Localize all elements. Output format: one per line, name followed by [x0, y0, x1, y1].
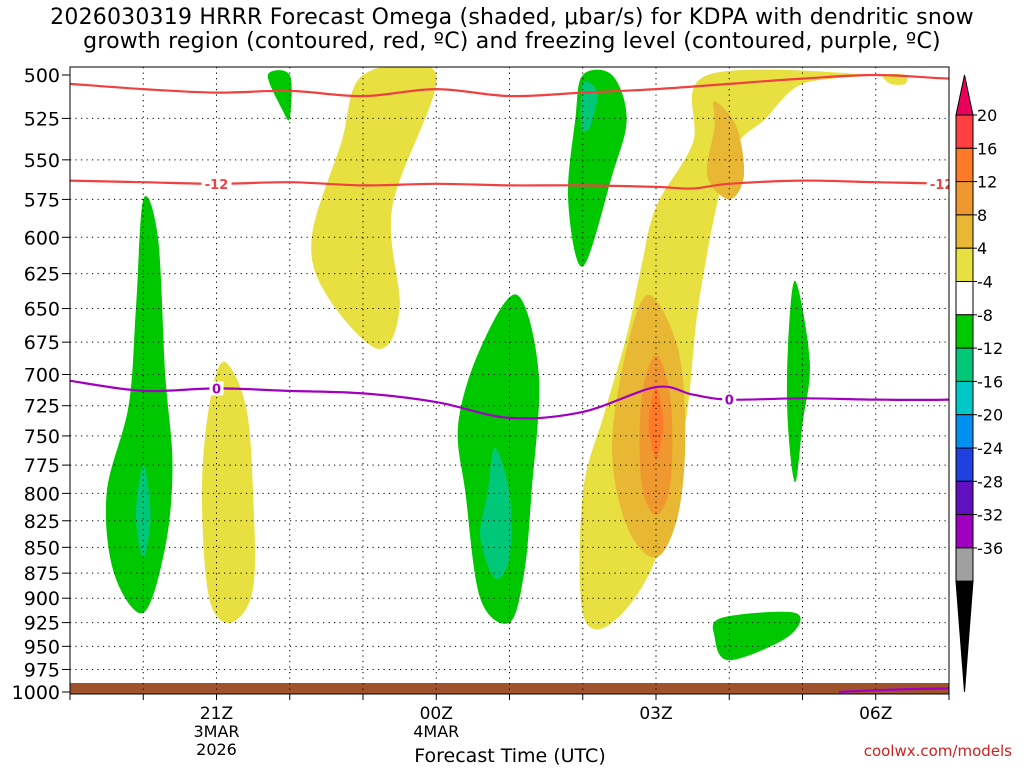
y-tick-label: 1000: [12, 682, 60, 704]
omega-region--12: [480, 447, 512, 579]
y-tick-label: 850: [24, 537, 60, 559]
x-tick-label: 00Z: [420, 704, 453, 724]
contour-dendritic-top: [70, 73, 949, 98]
y-tick-label: 950: [24, 636, 60, 658]
colorbar-label: 12: [977, 173, 997, 192]
colorbar: 20 16 12 8 4 -4 -8 -12 -16 -20 -24 -28 -32 -36: [955, 74, 1003, 693]
y-tick-label: 875: [24, 563, 60, 585]
x-tick-label: 03Z: [639, 704, 672, 724]
contour-freezing-level: [70, 379, 949, 420]
colorbar-swatch: [955, 380, 974, 416]
omega-shading: [105, 67, 908, 661]
y-tick-label: 550: [24, 150, 60, 172]
y-axis: 500 525 550 575 600 625 650 675 700 725 750 775 800 8…: [12, 65, 70, 704]
colorbar-swatch: [955, 547, 974, 582]
colorbar-swatch: [955, 181, 974, 216]
colorbar-label: -4: [977, 273, 993, 292]
omega-region--8: [712, 611, 801, 661]
omega-region-4: [311, 67, 437, 349]
colorbar-swatch: [955, 74, 974, 116]
colorbar-swatch: [955, 514, 974, 549]
y-tick-label: 700: [24, 365, 60, 387]
x-axis-label: Forecast Time (UTC): [414, 745, 605, 767]
contour-dendritic-bottom: [70, 179, 949, 190]
colorbar-label: 8: [977, 206, 987, 225]
colorbar-swatch: [955, 247, 974, 282]
gridlines: [70, 67, 949, 694]
colorbar-swatch: [955, 414, 974, 449]
contour-label-bg: [201, 176, 232, 191]
colorbar-swatch: [955, 580, 974, 693]
y-tick-label: 625: [24, 264, 60, 286]
y-tick-label: 800: [24, 483, 60, 505]
y-tick-label: 675: [24, 332, 60, 354]
chart-title: 2026030319 HRRR Forecast Omega (shaded, …: [0, 6, 1024, 54]
colorbar-swatch: [955, 281, 974, 316]
colorbar-swatch: [955, 147, 974, 183]
colorbar-label: -16: [977, 372, 1003, 391]
omega-region--12: [580, 81, 598, 132]
contour-label-bg: [926, 176, 949, 191]
colorbar-label: -24: [977, 439, 1003, 458]
colorbar-swatch: [955, 114, 974, 149]
y-tick-label: 575: [24, 189, 60, 211]
omega-region--8: [267, 70, 292, 121]
omega-region--8: [105, 195, 173, 614]
omega-region-8: [706, 101, 745, 200]
y-tick-label: 900: [24, 588, 60, 610]
colorbar-label: -8: [977, 306, 993, 325]
colorbar-label: -32: [977, 506, 1003, 525]
colorbar-label: -12: [977, 339, 1003, 358]
y-tick-label: 500: [24, 65, 60, 87]
y-tick-label: 775: [24, 455, 60, 477]
chart-title-line-1: 2026030319 HRRR Forecast Omega (shaded, …: [50, 5, 974, 30]
watermark: coolwx.com/models: [864, 742, 1012, 760]
x-tick-label: 21Z: [200, 704, 233, 724]
colorbar-swatch: [955, 314, 974, 349]
y-tick-label: 725: [24, 396, 60, 418]
colorbar-swatch: [955, 214, 974, 249]
chart-title-line-2: growth region (contoured, red, ºC) and f…: [83, 29, 941, 54]
contour-label: -12: [205, 178, 229, 193]
omega-region--8: [786, 280, 810, 483]
x-tick-sublabel: 2026: [196, 740, 237, 759]
x-axis: 21Z3MAR202600Z4MAR03Z06Z09Z12Z: [69, 694, 950, 759]
contour-label-bg: [209, 381, 224, 396]
temperature-contours: -12-12000: [70, 73, 954, 694]
y-tick-label: 750: [24, 426, 60, 448]
x-tick-label: 06Z: [859, 704, 892, 724]
x-tick-sublabel: 4MAR: [413, 722, 459, 741]
y-tick-label: 600: [24, 227, 60, 249]
omega-region-4: [201, 361, 256, 623]
contour-label-bg: [722, 392, 737, 407]
omega-region-16: [648, 387, 664, 460]
y-tick-label: 825: [24, 511, 60, 533]
colorbar-label: -36: [977, 539, 1003, 558]
colorbar-swatch: [955, 447, 974, 482]
y-tick-label: 925: [24, 613, 60, 635]
omega-region--12: [135, 465, 151, 558]
contour-label: 0: [725, 394, 734, 409]
colorbar-label: 20: [977, 106, 997, 125]
colorbar-swatch: [955, 347, 974, 382]
contour-label: 0: [212, 382, 221, 397]
x-tick-sublabel: 3MAR: [193, 722, 239, 741]
contour-label: -12: [930, 178, 954, 193]
y-tick-label: 975: [24, 659, 60, 681]
colorbar-label: 4: [977, 239, 987, 258]
colorbar-label: -28: [977, 472, 1003, 491]
y-tick-label: 650: [24, 299, 60, 321]
colorbar-label: -20: [977, 406, 1003, 425]
colorbar-swatch: [955, 480, 974, 516]
y-tick-label: 525: [24, 108, 60, 130]
colorbar-label: 16: [977, 139, 997, 158]
